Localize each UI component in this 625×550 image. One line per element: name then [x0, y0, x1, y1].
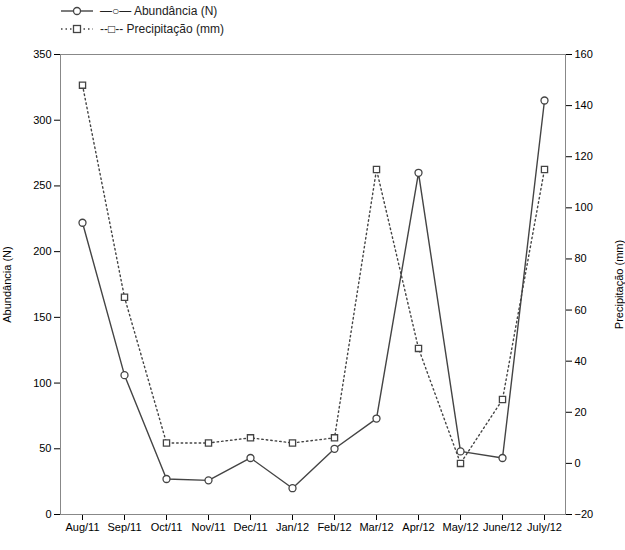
svg-text:100: 100: [575, 201, 593, 213]
svg-text:Aug/11: Aug/11: [65, 521, 99, 533]
svg-text:100: 100: [33, 377, 51, 389]
svg-text:Mar/12: Mar/12: [359, 521, 393, 533]
svg-text:Apr/12: Apr/12: [402, 521, 434, 533]
svg-text:0: 0: [575, 457, 581, 469]
svg-text:140: 140: [575, 99, 593, 111]
svg-text:Oct/11: Oct/11: [151, 521, 183, 533]
svg-text:350: 350: [33, 48, 51, 60]
svg-text:Abundância (N): Abundância (N): [1, 246, 13, 322]
svg-text:120: 120: [575, 150, 593, 162]
svg-text:150: 150: [33, 311, 51, 323]
svg-text:60: 60: [575, 304, 587, 316]
svg-text:40: 40: [575, 355, 587, 367]
html-text:--□-- Precipitação (mm): --□-- Precipitação (mm): [100, 22, 224, 36]
svg-text:0: 0: [45, 508, 51, 520]
svg-text:Feb/12: Feb/12: [317, 521, 351, 533]
svg-text:300: 300: [33, 114, 51, 126]
svg-text:Sep/11: Sep/11: [107, 521, 141, 533]
svg-text:−20: −20: [575, 508, 594, 520]
html-text:—○— Abundância (N): —○— Abundância (N): [100, 4, 218, 18]
svg-text:Nov/11: Nov/11: [191, 521, 225, 533]
svg-text:20: 20: [575, 406, 587, 418]
svg-text:Precipitação (mm): Precipitação (mm): [613, 240, 625, 329]
svg-text:May/12: May/12: [442, 521, 478, 533]
svg-text:200: 200: [33, 245, 51, 257]
svg-text:July/12: July/12: [527, 521, 562, 533]
svg-text:Dec/11: Dec/11: [233, 521, 267, 533]
svg-text:50: 50: [39, 442, 51, 454]
svg-text:160: 160: [575, 48, 593, 60]
svg-text:80: 80: [575, 252, 587, 264]
svg-text:June/12: June/12: [483, 521, 522, 533]
svg-text:Jan/12: Jan/12: [276, 521, 309, 533]
svg-text:250: 250: [33, 179, 51, 191]
